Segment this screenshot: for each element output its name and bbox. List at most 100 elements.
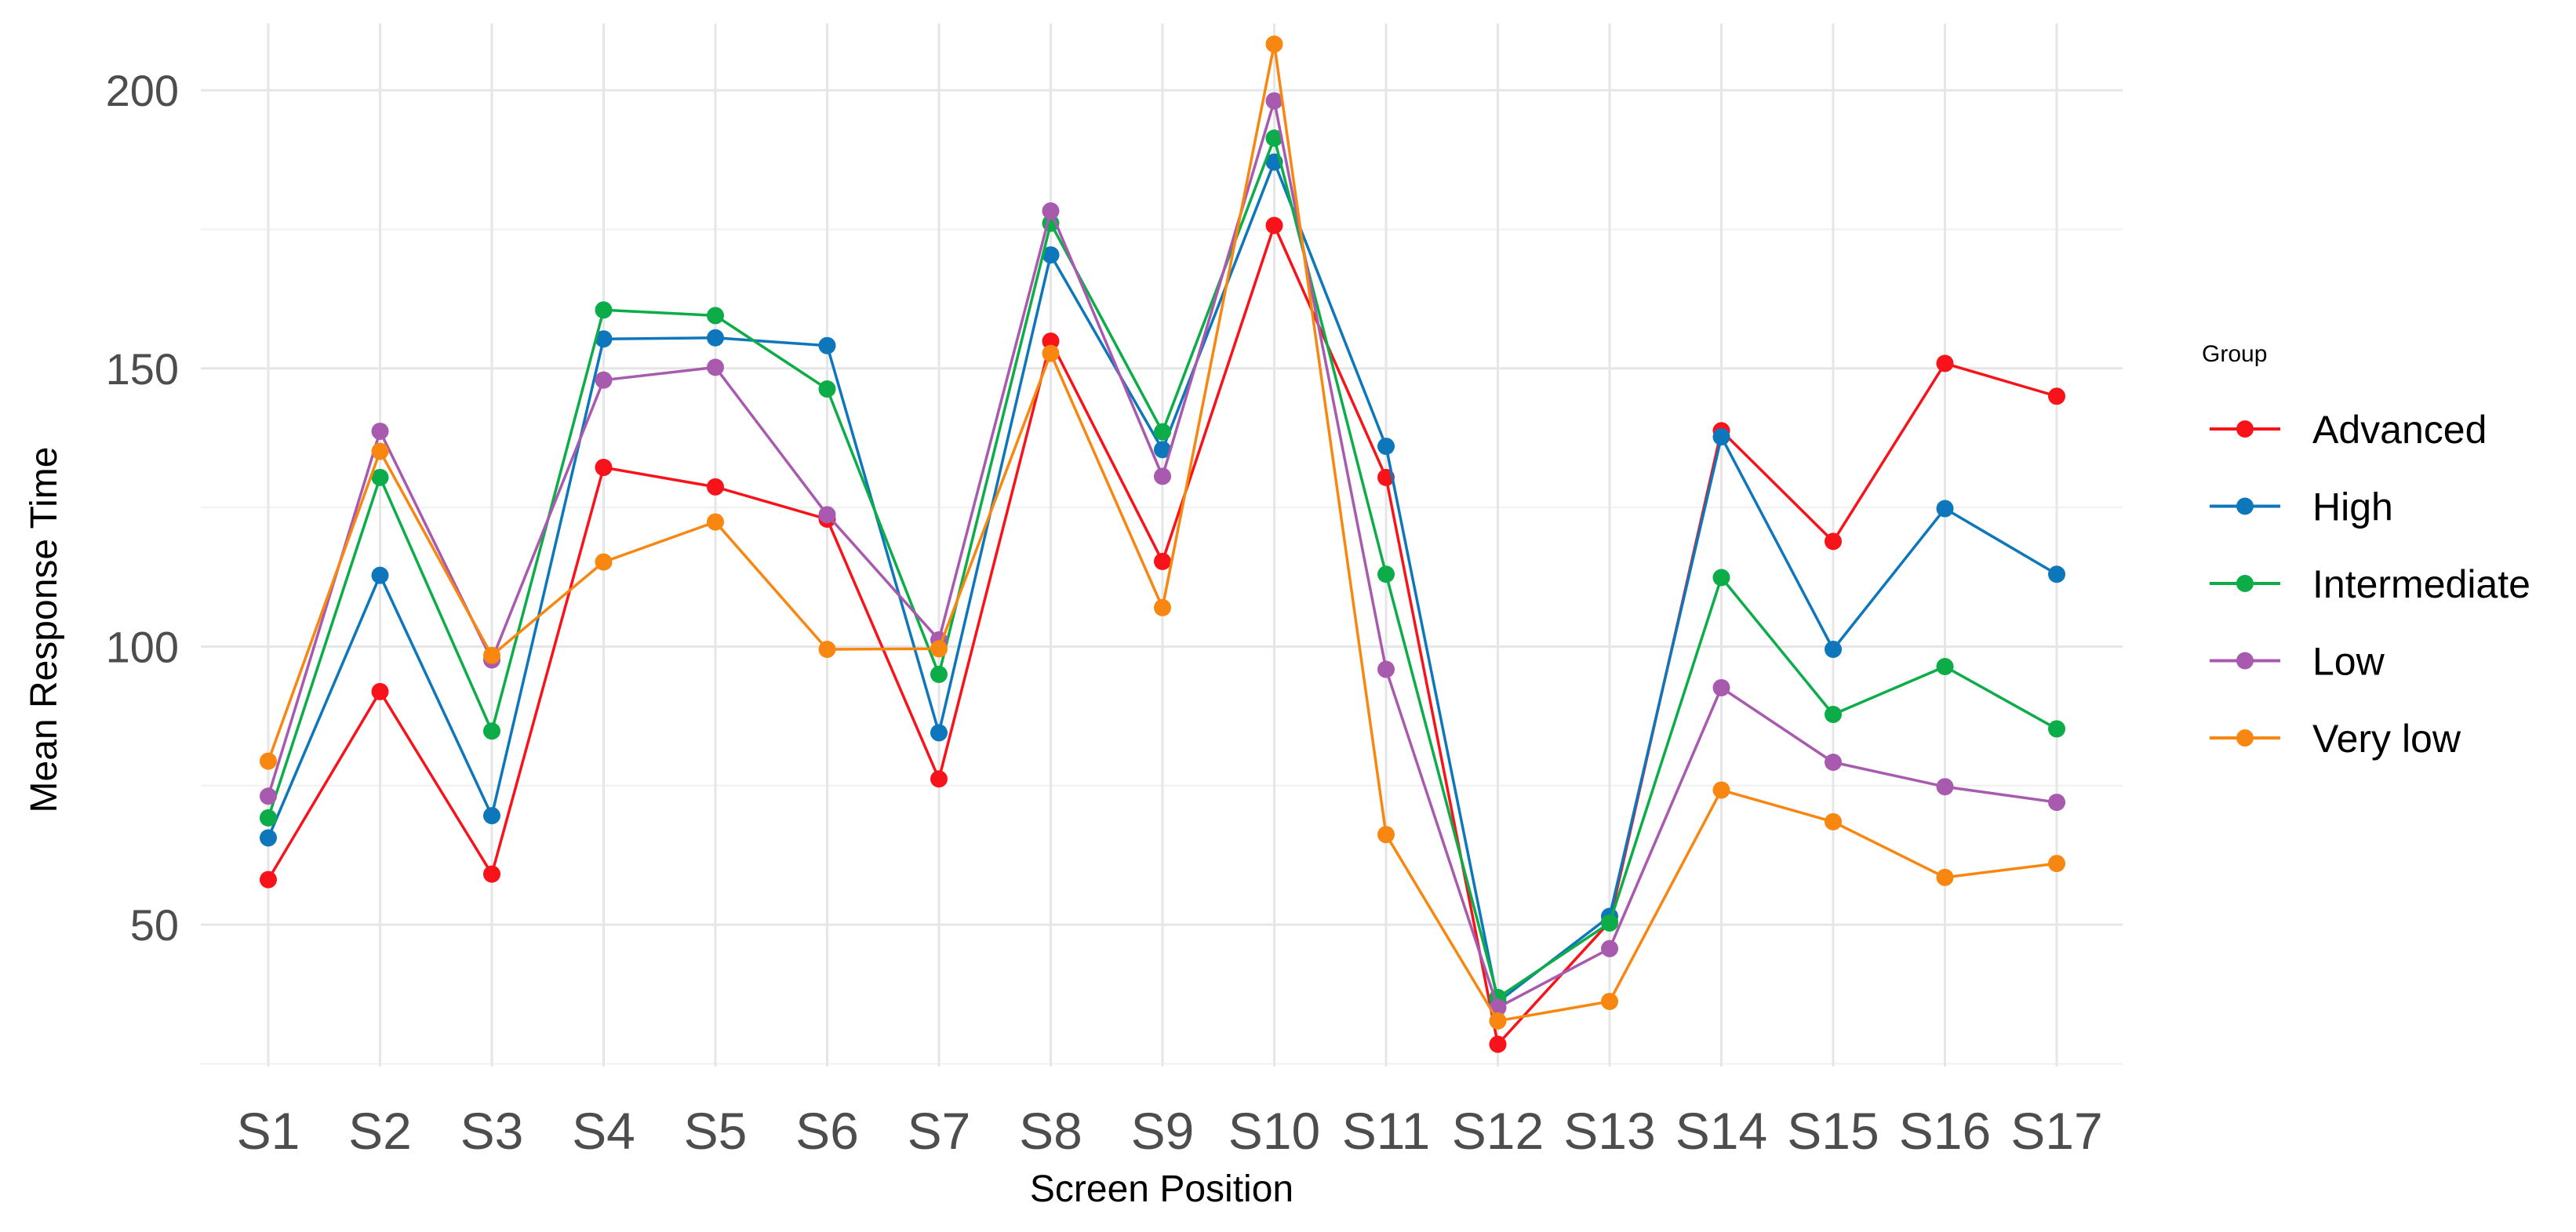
legend-key-point [2236,575,2254,592]
data-point-high [483,807,500,825]
data-point-advanced [707,478,724,496]
data-point-low [1936,778,1954,796]
data-point-advanced [2048,387,2065,405]
x-axis: S1 S2 S3 S4 S5 S6 S7 S8 S9 S10 S11 S12 S13 S14 S15 S16 S… [237,1102,2103,1160]
data-point-high [2048,565,2065,583]
data-point-very-low [2048,855,2065,873]
grid [201,24,2123,1067]
data-point-very-low [1712,781,1730,799]
x-tick-label: S3 [460,1102,524,1160]
data-point-high [260,829,277,847]
legend-item-high: High [2210,485,2393,529]
data-point-very-low [483,646,500,664]
data-point-advanced [1265,216,1283,234]
data-point-high [707,329,724,347]
data-point-low [1042,202,1060,220]
legend-key-point [2236,497,2254,515]
data-point-intermediate [260,809,277,827]
x-tick-label: S15 [1787,1102,1879,1160]
data-point-very-low [1265,35,1283,53]
legend-label: Advanced [2312,408,2487,452]
data-point-low [2048,794,2065,812]
legend-label: Low [2312,640,2385,684]
data-point-low [1265,92,1283,110]
data-point-high [1936,500,1954,518]
x-tick-label: S14 [1675,1102,1767,1160]
legend-item-low: Low [2210,640,2385,684]
x-tick-label: S5 [684,1102,748,1160]
data-point-intermediate [1936,657,1954,675]
data-point-intermediate [1154,423,1171,441]
x-axis-title: Screen Position [1030,1168,1293,1210]
data-point-very-low [1601,993,1618,1011]
x-tick-label: S4 [572,1102,635,1160]
x-tick-label: S2 [348,1102,412,1160]
data-point-advanced [371,682,389,700]
data-point-intermediate [1265,129,1283,147]
data-point-low [260,787,277,805]
legend-item-intermediate: Intermediate [2210,562,2531,606]
data-point-low [818,506,836,524]
data-point-very-low [1154,598,1171,616]
x-tick-label: S9 [1131,1102,1195,1160]
data-point-intermediate [707,307,724,325]
legend-label: Intermediate [2312,562,2531,606]
data-point-low [1712,678,1730,696]
data-point-low [595,371,613,389]
data-point-advanced [1936,354,1954,373]
data-point-high [1712,428,1730,446]
legend-label: Very low [2312,717,2461,761]
x-tick-label: S1 [237,1102,300,1160]
data-point-very-low [930,640,948,658]
y-tick-label: 200 [106,66,179,115]
x-tick-label: S16 [1899,1102,1991,1160]
data-point-intermediate [818,380,836,398]
y-axis-title: Mean Response Time [24,447,65,813]
y-tick-label: 50 [130,900,179,950]
data-point-low [371,422,389,440]
legend-key-point [2236,420,2254,438]
y-tick-label: 150 [106,344,179,394]
data-point-intermediate [1601,914,1618,932]
data-point-high [818,336,836,354]
data-point-intermediate [595,301,613,319]
data-point-very-low [1489,1012,1507,1030]
x-tick-label: S17 [2010,1102,2102,1160]
data-point-advanced [1825,532,1842,551]
y-tick-label: 100 [106,622,179,671]
x-tick-label: S10 [1228,1102,1320,1160]
x-tick-label: S7 [908,1102,971,1160]
legend-key-point [2236,652,2254,670]
data-point-intermediate [371,468,389,486]
x-tick-label: S12 [1452,1102,1544,1160]
data-point-advanced [1042,333,1060,351]
legend-title: Group [2202,341,2267,367]
data-point-low [1154,467,1171,485]
x-tick-label: S6 [795,1102,859,1160]
data-point-intermediate [483,722,500,740]
data-point-high [1825,641,1842,658]
data-point-high [1377,438,1395,456]
x-tick-label: S11 [1342,1102,1431,1160]
data-point-advanced [1489,1035,1507,1053]
legend: Group Advanced High Intermediate Low Very lo… [2202,341,2531,761]
legend-item-advanced: Advanced [2210,408,2487,452]
data-point-high [595,330,613,348]
data-point-advanced [595,459,613,477]
data-point-high [1042,246,1060,264]
data-point-very-low [1042,344,1060,362]
data-point-low [1825,753,1842,771]
data-point-advanced [930,770,948,788]
data-point-very-low [260,752,277,770]
legend-item-very-low: Very low [2210,717,2461,761]
data-point-very-low [818,641,836,658]
data-point-very-low [707,513,724,531]
data-point-high [371,566,389,584]
data-point-very-low [1825,812,1842,830]
series-low [260,92,2065,1016]
data-point-intermediate [2048,720,2065,738]
data-point-intermediate [930,665,948,683]
data-point-advanced [483,865,500,883]
data-point-high [1154,441,1171,459]
